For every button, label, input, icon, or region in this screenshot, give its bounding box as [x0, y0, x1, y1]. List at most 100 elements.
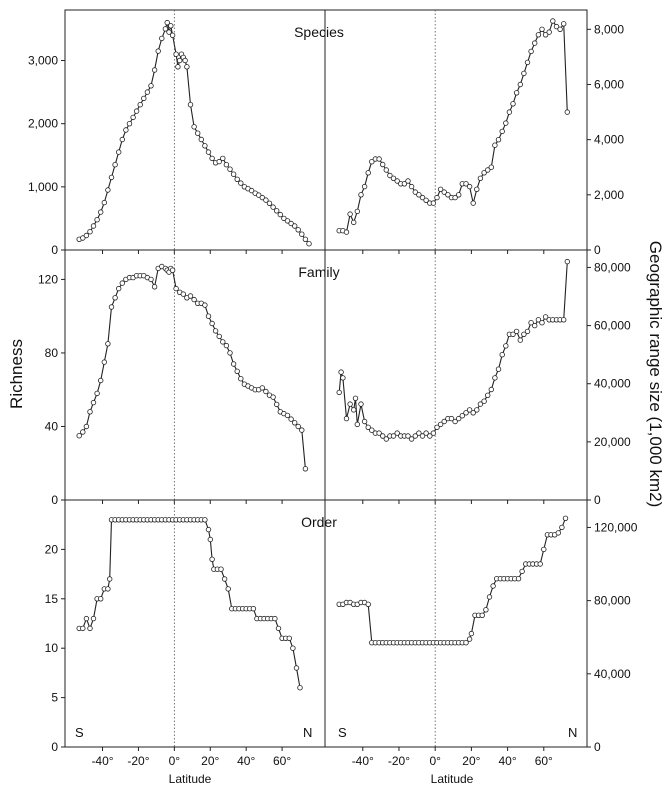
data-point	[263, 197, 269, 203]
y-tick-label: 80,000	[594, 594, 631, 608]
data-point	[202, 143, 208, 149]
data-point	[80, 625, 86, 632]
data-point	[216, 158, 222, 165]
panel-2: 0 2,000 4,000 6,000 8,000	[324, 9, 624, 257]
x-tick-label: -20°	[127, 754, 149, 768]
data-point	[485, 167, 491, 173]
panels-group: 0 1,000 2,000 3,000 Species 0 2,000 4,000 6,000 8…	[28, 9, 638, 768]
data-point	[561, 317, 567, 323]
data-point	[292, 420, 298, 426]
y-tick-label: 0	[51, 243, 58, 257]
x-tick-label: 60°	[535, 754, 553, 768]
data-point	[483, 607, 489, 613]
panel-frame	[64, 499, 326, 748]
data-point	[284, 412, 291, 419]
data-point	[97, 596, 104, 602]
x-tick-label: 60°	[273, 754, 291, 768]
data-point	[408, 183, 415, 190]
y-tick-label: 8,000	[594, 22, 624, 36]
data-point	[259, 194, 265, 201]
data-point	[430, 200, 437, 206]
data-point	[205, 149, 212, 155]
data-point	[416, 430, 422, 436]
data-point	[452, 418, 458, 425]
data-point	[387, 172, 393, 179]
data-point	[151, 67, 158, 73]
data-point	[430, 430, 437, 436]
y-tick-label: 20,000	[594, 435, 631, 449]
data-point	[133, 108, 140, 114]
x-tick-label: -40°	[91, 754, 113, 768]
south-label-right: S	[338, 725, 347, 740]
data-point	[380, 433, 386, 439]
data-point	[506, 109, 513, 115]
data-point	[510, 331, 516, 337]
y-tick-label: 60,000	[594, 319, 631, 333]
panel-3: 0 40 80 120 Family	[38, 249, 340, 507]
data-point	[207, 536, 213, 543]
data-point	[90, 223, 97, 229]
data-point	[541, 546, 547, 553]
data-point	[230, 361, 237, 367]
data-point	[209, 155, 215, 162]
data-point	[499, 128, 505, 135]
data-point	[513, 90, 520, 96]
data-point	[182, 57, 188, 64]
x-tick-label: 40°	[237, 754, 255, 768]
data-point	[87, 409, 93, 415]
data-point	[423, 430, 429, 436]
data-point	[87, 228, 93, 235]
x-tick-label: 20°	[462, 754, 480, 768]
y-tick-label: 40	[45, 419, 59, 433]
data-point	[539, 320, 545, 326]
x-tick-label: -20°	[388, 754, 410, 768]
data-point	[488, 164, 494, 170]
data-point	[517, 337, 523, 343]
y-tick-label: 0	[594, 243, 601, 257]
data-point	[488, 386, 494, 393]
data-point	[290, 645, 296, 651]
data-point	[412, 433, 418, 439]
data-point	[115, 285, 122, 292]
data-point	[562, 515, 569, 521]
x-tick-label: 0°	[429, 754, 441, 768]
data-point	[148, 83, 154, 89]
data-point	[148, 276, 154, 283]
data-point	[299, 231, 305, 237]
data-point	[218, 566, 224, 572]
data-point	[456, 415, 462, 422]
data-point	[499, 352, 505, 358]
y-tick-label: 6,000	[594, 77, 624, 91]
data-point	[106, 576, 113, 582]
data-point	[169, 32, 176, 38]
data-point	[209, 556, 215, 562]
data-point	[466, 636, 473, 642]
data-point	[187, 101, 194, 108]
y-tick-label: 0	[51, 740, 58, 754]
data-point	[564, 109, 570, 115]
data-point	[532, 322, 538, 329]
data-point	[365, 170, 371, 176]
data-point	[164, 19, 170, 26]
data-point	[238, 376, 244, 382]
data-point	[108, 174, 115, 181]
data-point	[259, 385, 265, 391]
data-point	[191, 296, 197, 303]
data-point	[528, 48, 534, 55]
data-point	[119, 280, 125, 286]
data-point	[495, 136, 502, 143]
data-point	[369, 158, 375, 165]
data-point	[437, 186, 444, 192]
data-point	[477, 401, 484, 407]
data-point	[105, 341, 111, 347]
data-point	[194, 130, 201, 136]
x-tick-label: 20°	[201, 754, 219, 768]
data-point	[297, 685, 303, 691]
y-tick-label: 2,000	[594, 188, 624, 202]
data-point	[474, 407, 480, 413]
right-axis-title: Geographic range size (1,000 km2)	[646, 241, 665, 507]
data-point	[295, 423, 301, 430]
data-point	[561, 21, 567, 27]
data-point	[151, 284, 158, 290]
data-point	[521, 70, 527, 77]
